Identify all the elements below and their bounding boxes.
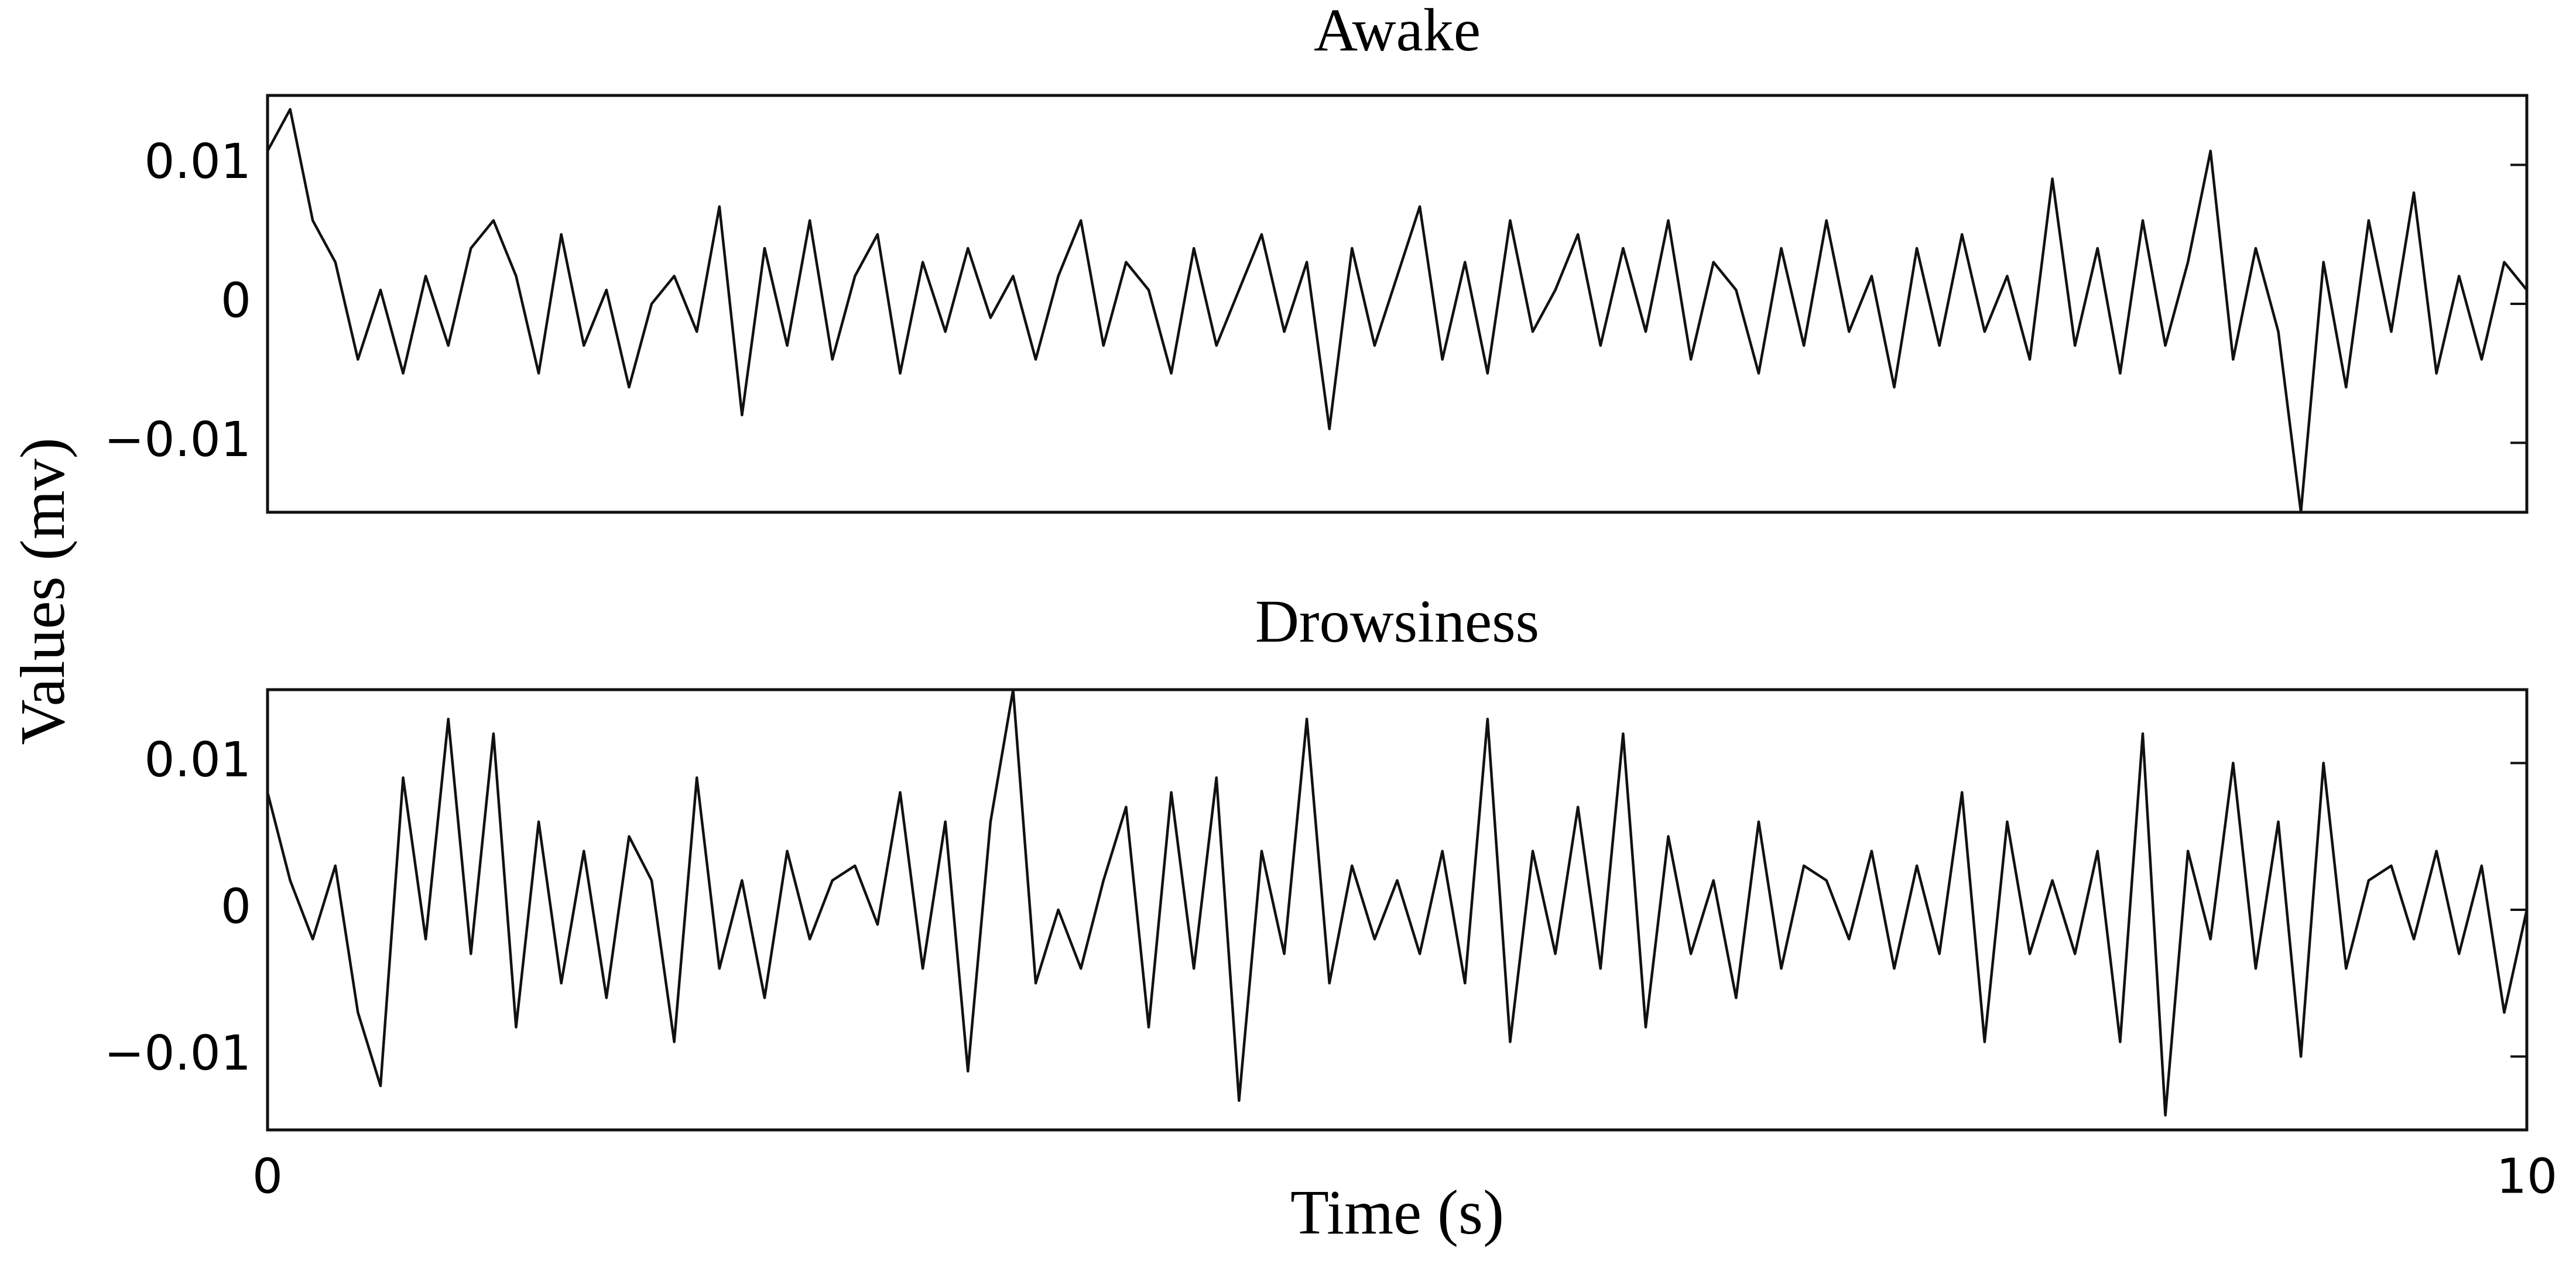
plot-area (268, 690, 2527, 1117)
plot-frame (266, 94, 2529, 514)
x-tick-label: 0 (252, 1149, 283, 1204)
y-tick-label: −0.01 (104, 412, 251, 468)
y-tick-label: 0.01 (144, 134, 251, 190)
panel-title: Awake (1314, 0, 1481, 64)
panel-title: Drowsiness (1255, 588, 1539, 655)
y-tick-label: 0 (221, 273, 251, 328)
signal-line (268, 108, 2527, 512)
y-axis-label: Values (mv) (8, 438, 78, 745)
y-tick-label: −0.01 (104, 1026, 251, 1081)
plot-frame (266, 688, 2529, 1132)
y-tick-label: 0 (221, 879, 251, 934)
y-tick-label: 0.01 (144, 732, 251, 788)
signal-line (268, 690, 2527, 1117)
x-axis-label: Time (s) (1290, 1178, 1504, 1248)
x-tick-label: 10 (2496, 1149, 2557, 1204)
plot-area (268, 108, 2527, 512)
